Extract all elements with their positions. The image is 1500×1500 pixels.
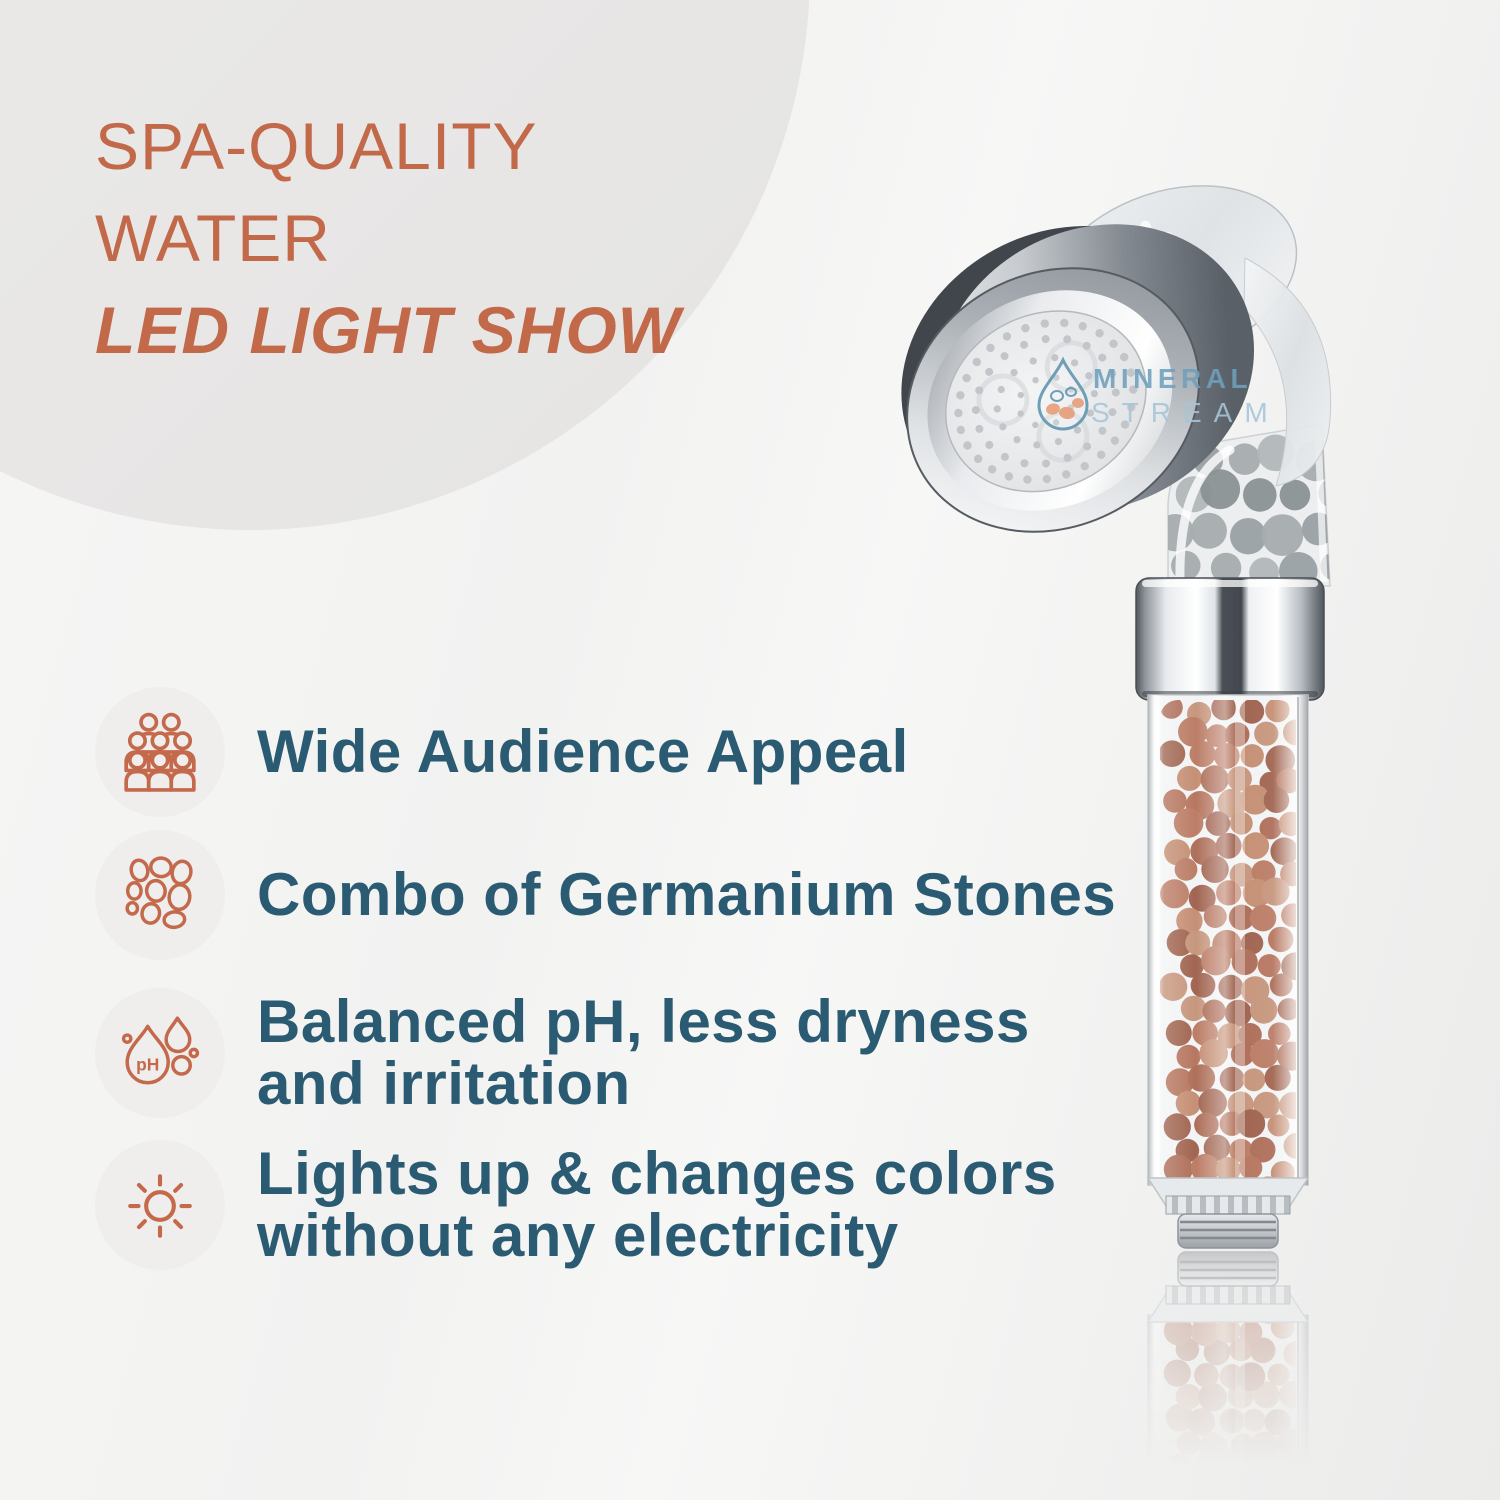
stones-icon-svg xyxy=(125,856,193,930)
feature-item-audience: Wide Audience Appeal xyxy=(95,687,909,817)
feature-text: Wide Audience Appeal xyxy=(257,721,909,783)
headline-line-2: WATER xyxy=(95,201,331,275)
threaded-connector xyxy=(1177,1213,1279,1249)
feature-line: Wide Audience Appeal xyxy=(257,718,909,785)
feature-line: Lights up & changes colors xyxy=(257,1140,1057,1207)
shower-head-illustration: MINERAL STREAM xyxy=(901,185,1332,1500)
ph-balance-icon: pH xyxy=(95,988,225,1118)
feature-item-stones: Combo of Germanium Stones xyxy=(95,830,1116,960)
chrome-collar xyxy=(1135,577,1325,701)
watermark-brand-line-2: STREAM xyxy=(1091,397,1280,428)
stones-icon xyxy=(95,830,225,960)
ph-icon-label: pH xyxy=(136,1054,159,1074)
product-photo-shower-head: MINERAL STREAM xyxy=(880,180,1440,1500)
feature-item-light: Lights up & changes colors without any e… xyxy=(95,1140,1057,1270)
ph-icon-svg: pH xyxy=(121,1016,200,1085)
mineral-stream-watermark: MINERAL STREAM xyxy=(1037,356,1280,431)
feature-line: and irritation xyxy=(257,1050,631,1117)
feature-item-ph: pH Balanced pH, less dryness and irritat… xyxy=(95,988,1030,1118)
feature-line: without any electricity xyxy=(257,1202,899,1269)
sun-icon-svg xyxy=(128,1174,192,1238)
feature-line: Combo of Germanium Stones xyxy=(257,861,1117,928)
watermark-brand-line-1: MINERAL xyxy=(1093,363,1252,394)
feature-text: Balanced pH, less dryness and irritation xyxy=(257,991,1030,1115)
headline-line-1: SPA-QUALITY xyxy=(95,109,538,183)
feature-line: Balanced pH, less dryness xyxy=(257,988,1030,1055)
product-reflection xyxy=(1148,1252,1310,1500)
audience-icon-svg xyxy=(124,712,196,792)
feature-text: Lights up & changes colors without any e… xyxy=(257,1143,1057,1267)
sun-icon xyxy=(95,1140,225,1270)
audience-icon xyxy=(95,687,225,817)
headline-line-3: LED LIGHT SHOW xyxy=(95,293,681,367)
mineral-bead-handle xyxy=(1146,694,1310,1249)
water-drop-logo-icon xyxy=(1037,356,1089,431)
feature-text: Combo of Germanium Stones xyxy=(257,864,1116,926)
headline: SPA-QUALITY WATER LED LIGHT SHOW xyxy=(95,100,681,376)
shower-head xyxy=(901,185,1332,533)
